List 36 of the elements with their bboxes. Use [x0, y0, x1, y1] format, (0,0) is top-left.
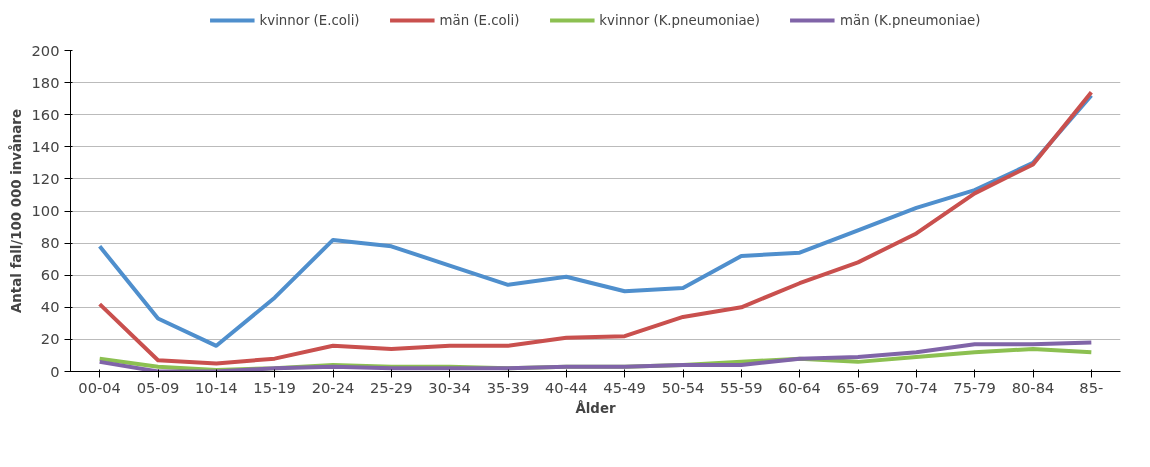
y-tick-label: 80 — [40, 234, 60, 252]
x-tick-label: 65-69 — [836, 378, 880, 396]
x-tick-label: 60-64 — [778, 378, 821, 396]
y-tick-label: 0 — [50, 362, 60, 380]
x-tick-label: 10-14 — [195, 378, 238, 396]
x-axis-title: Ålder — [575, 399, 616, 416]
x-tick-label: 20-24 — [311, 378, 355, 396]
y-tick-label: 40 — [40, 298, 60, 316]
y-tick-label: 100 — [31, 202, 60, 219]
x-tick-label: 35-39 — [486, 378, 530, 396]
x-tick-label: 70-74 — [895, 378, 938, 396]
x-tick-label: 15-19 — [253, 378, 296, 396]
legend-label: män (E.coli) — [439, 12, 520, 28]
x-tick-label: 00-04 — [78, 378, 121, 396]
legend-label: kvinnor (E.coli) — [259, 12, 360, 28]
y-tick-label: 20 — [40, 330, 60, 348]
x-tick-label: 05-09 — [136, 378, 180, 396]
y-tick-label: 60 — [40, 266, 60, 284]
y-tick-label: 180 — [31, 73, 60, 91]
x-tick-label: 25-29 — [370, 378, 413, 396]
x-tick-label: 50-54 — [661, 378, 705, 396]
y-tick-label: 200 — [31, 41, 60, 59]
y-tick-label: 120 — [31, 169, 60, 187]
line-series — [97, 340, 1094, 372]
x-tick-label: 80-84 — [1011, 378, 1055, 396]
x-tick-label: 85- — [1079, 378, 1104, 396]
x-tick-label: 30-34 — [428, 378, 471, 396]
y-tick-label: 140 — [31, 137, 60, 155]
y-axis-title: Antal fall/100 000 invånare — [7, 109, 24, 313]
x-tick-label: 40-44 — [545, 378, 588, 396]
x-tick-label: 45-49 — [603, 378, 646, 396]
x-tick-label: 75-79 — [953, 378, 996, 396]
legend-label: kvinnor (K.pneumoniae) — [599, 12, 761, 28]
y-tick-label: 160 — [31, 105, 60, 123]
legend-label: män (K.pneumoniae) — [840, 12, 981, 28]
x-tick-label: 55-59 — [720, 378, 763, 396]
